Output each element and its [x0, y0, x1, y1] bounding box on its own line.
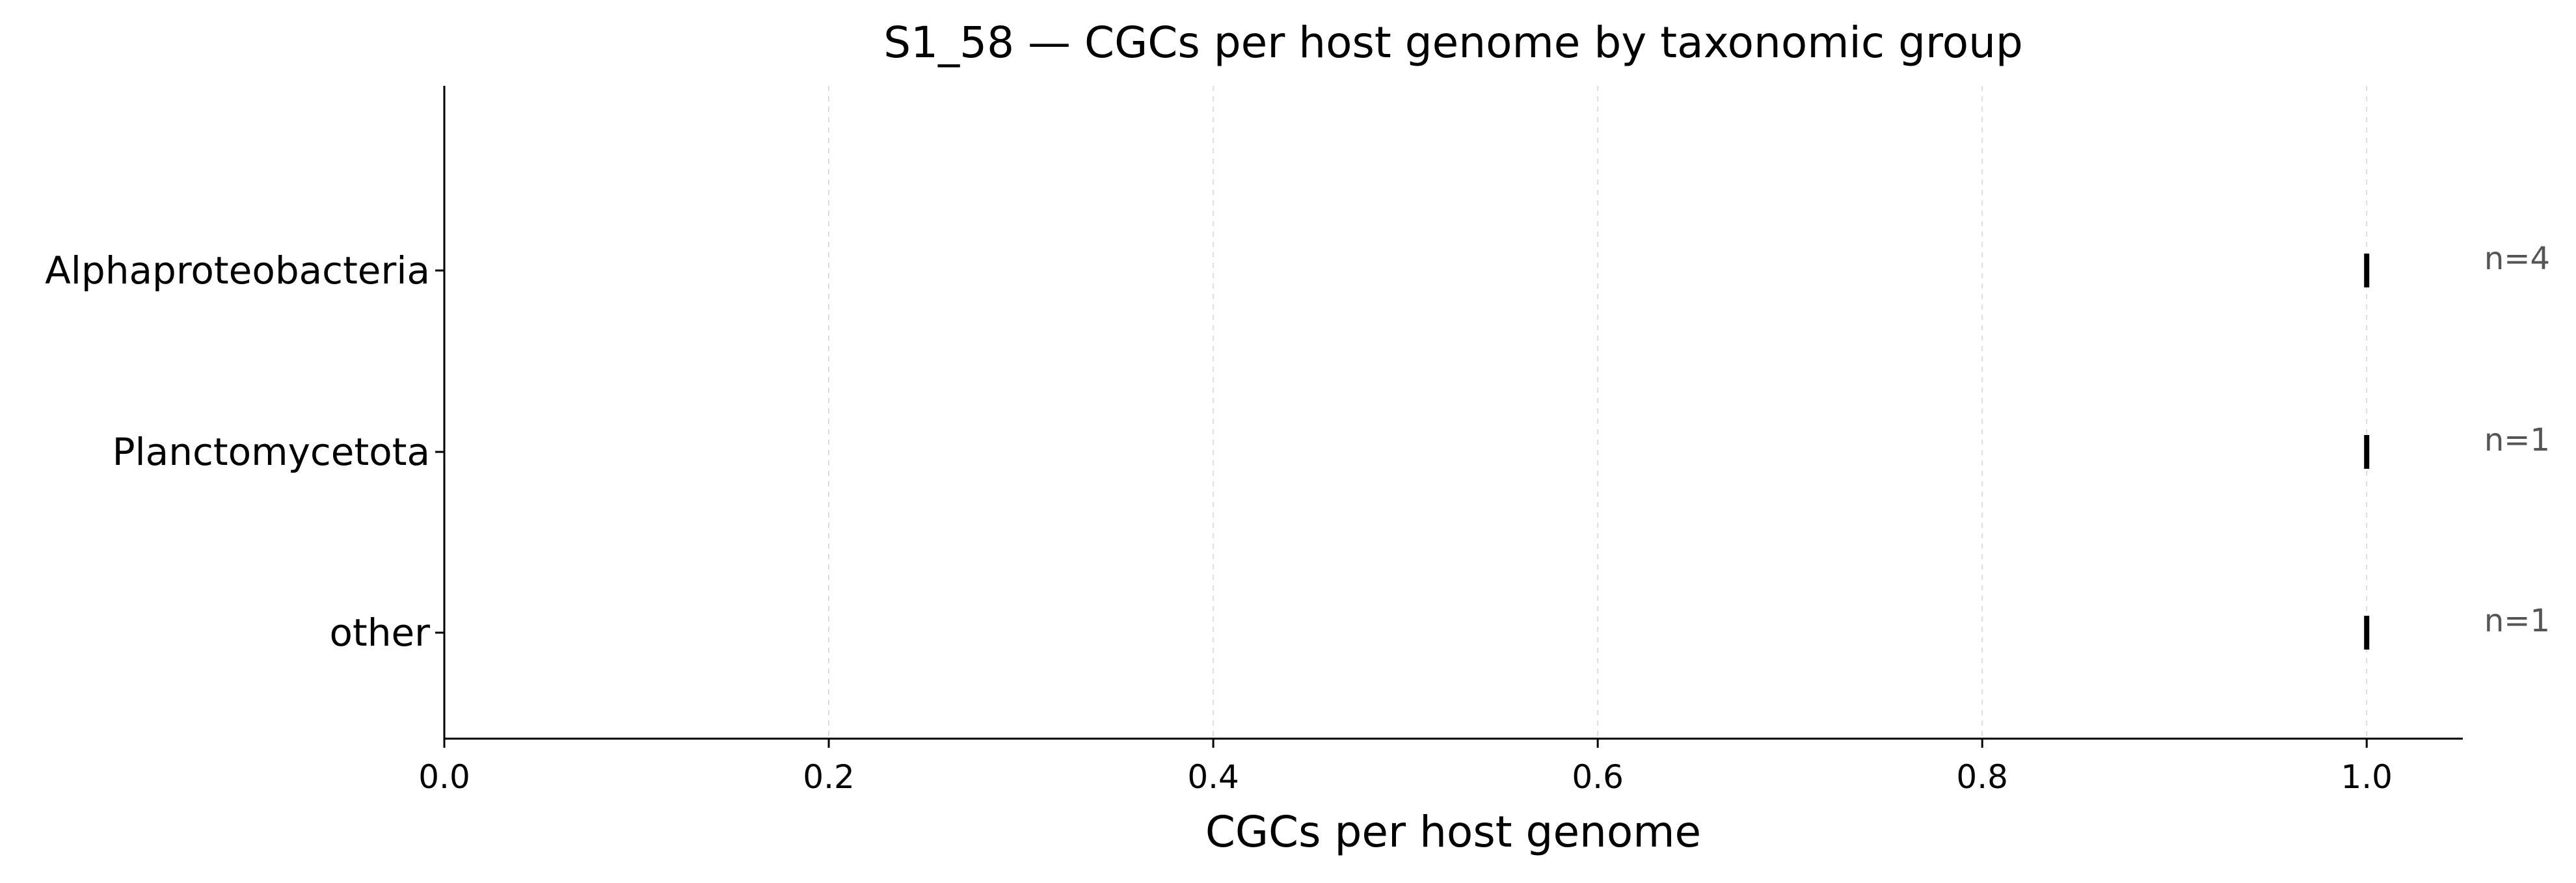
grid [828, 86, 2368, 739]
chart-title: S1_58 — CGCs per host genome by taxonomi… [883, 18, 2023, 68]
axes [435, 86, 2463, 748]
x-tick-label: 0.4 [1187, 758, 1239, 796]
x-tick-label: 0.0 [418, 758, 470, 796]
x-tick-label: 0.2 [803, 758, 855, 796]
x-tick-label: 0.6 [1572, 758, 1624, 796]
count-annotation: n=4 [2484, 241, 2550, 277]
category-label: other [329, 611, 430, 655]
count-annotation: n=1 [2484, 422, 2550, 458]
chart-text: S1_58 — CGCs per host genome by taxonomi… [45, 18, 2550, 857]
x-axis-title: CGCs per host genome [1205, 807, 1701, 857]
category-label: Planctomycetota [113, 430, 430, 474]
count-annotation: n=1 [2484, 603, 2550, 639]
x-tick-label: 0.8 [1956, 758, 2008, 796]
category-label: Alphaproteobacteria [45, 248, 430, 293]
x-tick-label: 1.0 [2341, 758, 2393, 796]
